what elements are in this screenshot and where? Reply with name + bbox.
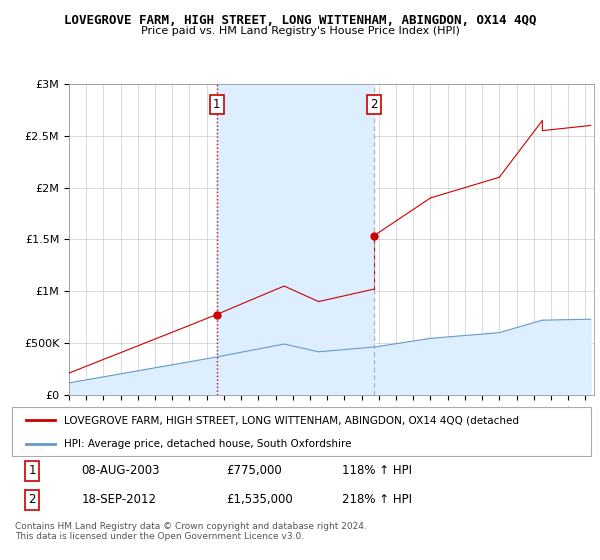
Text: £1,535,000: £1,535,000 bbox=[226, 493, 293, 506]
Text: 18-SEP-2012: 18-SEP-2012 bbox=[82, 493, 157, 506]
Text: 2: 2 bbox=[29, 493, 36, 506]
FancyBboxPatch shape bbox=[12, 407, 591, 456]
Text: HPI: Average price, detached house, South Oxfordshire: HPI: Average price, detached house, Sout… bbox=[64, 439, 352, 449]
Text: 1: 1 bbox=[29, 464, 36, 477]
Text: 118% ↑ HPI: 118% ↑ HPI bbox=[342, 464, 412, 477]
Bar bbox=[217, 84, 374, 395]
Text: £775,000: £775,000 bbox=[226, 464, 282, 477]
Text: Price paid vs. HM Land Registry's House Price Index (HPI): Price paid vs. HM Land Registry's House … bbox=[140, 26, 460, 36]
Text: 2: 2 bbox=[370, 98, 377, 111]
Text: Contains HM Land Registry data © Crown copyright and database right 2024.
This d: Contains HM Land Registry data © Crown c… bbox=[15, 522, 367, 542]
Text: 1: 1 bbox=[213, 98, 220, 111]
Text: LOVEGROVE FARM, HIGH STREET, LONG WITTENHAM, ABINGDON, OX14 4QQ: LOVEGROVE FARM, HIGH STREET, LONG WITTEN… bbox=[64, 14, 536, 27]
Text: LOVEGROVE FARM, HIGH STREET, LONG WITTENHAM, ABINGDON, OX14 4QQ (detached: LOVEGROVE FARM, HIGH STREET, LONG WITTEN… bbox=[64, 416, 519, 426]
Text: 218% ↑ HPI: 218% ↑ HPI bbox=[342, 493, 412, 506]
Text: 08-AUG-2003: 08-AUG-2003 bbox=[82, 464, 160, 477]
